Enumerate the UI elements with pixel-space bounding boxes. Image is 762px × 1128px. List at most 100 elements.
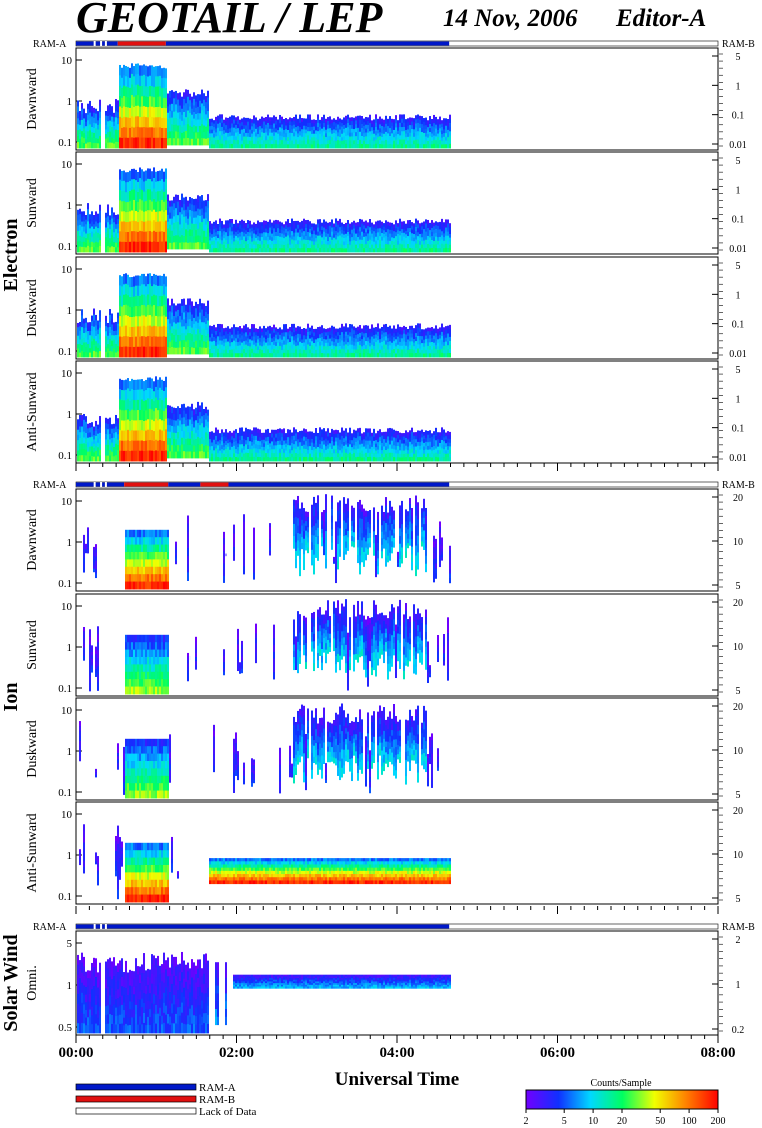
spectrogram-cell [95,123,97,129]
spectrogram-cell [117,219,119,225]
y-tick-label: 10 [61,264,73,276]
spectrogram-cell [211,241,213,246]
spectrogram-cell [347,118,349,124]
spectrogram-cell [245,324,247,329]
spectrogram-cell [369,353,371,358]
spectrogram-cell [423,118,425,123]
spectrogram-cell [251,140,253,145]
spectrogram-cell [419,135,421,141]
spectrogram-cell [421,139,423,145]
spectrogram-cell [151,171,153,182]
spectrogram-cell [121,306,123,318]
spectrogram-cell [257,248,259,253]
spectrogram-cell [139,167,141,179]
spectrogram-cell [339,129,341,134]
spectrogram-cell [199,242,201,250]
spectrogram-cell [295,334,297,340]
spectrogram-cell [95,108,97,115]
spectrogram-cell [135,74,137,86]
spectrogram-cell [233,348,235,354]
spectrogram-cell [329,334,331,340]
spectrogram-cell [181,114,183,122]
spectrogram-cell [411,222,413,227]
spectrogram-cell [95,226,97,233]
spectrogram-cell [145,201,147,212]
spectrogram-cell [437,225,439,231]
spectrogram-cell [145,400,147,411]
spectrogram-cell [367,233,369,238]
spectrogram-cell [333,353,335,358]
spectrogram-cell [409,353,411,358]
spectrogram-cell [89,427,91,433]
spectrogram-cell [197,222,199,230]
spectrogram-cell [233,234,235,239]
spectrogram-cell [365,236,367,241]
spectrogram-cell [115,352,117,358]
spectrogram-cell [203,242,205,250]
spectrogram-cell [203,119,205,127]
spectrogram-cell [83,347,85,353]
spectrogram-cell [381,221,383,226]
spectrogram-cell [259,330,261,335]
spectrogram-cell [241,125,243,131]
spectrogram-cell [133,410,135,421]
spectrogram-cell [355,128,357,133]
spectrogram-cell [129,107,131,119]
spectrogram-cell [379,335,381,340]
spectrogram-cell [169,412,171,420]
spectrogram-cell [407,335,409,340]
spectrogram-cell [247,220,249,225]
spectrogram-cell [217,115,219,121]
spectrogram-cell [423,133,425,138]
spectrogram-cell [299,353,301,358]
spectrogram-cell [217,352,219,358]
spectrogram-cell [109,309,111,316]
spectrogram-cell [305,346,307,351]
spectrogram-cell [235,136,237,141]
spectrogram-cell [289,117,291,122]
spectrogram-cell [189,132,191,140]
spectrogram-cell [235,235,237,241]
spectrogram-cell [119,106,121,118]
spectrogram-cell [219,231,221,236]
spectrogram-cell [213,340,215,346]
spectrogram-cell [401,225,403,230]
spectrogram-cell [175,111,177,119]
spectrogram-cell [385,244,387,249]
spectrogram-cell [445,239,447,245]
spectrogram-cell [145,241,147,253]
spectrogram-cell [123,420,125,432]
spectrogram-cell [219,218,221,224]
spectrogram-cell [359,119,361,125]
spectrogram-cell [85,238,87,244]
spectrogram-cell [155,231,157,243]
spectrogram-cell [333,140,335,145]
spectrogram-cell [403,232,405,238]
spectrogram-cell [449,244,451,249]
spectrogram-cell [175,221,177,230]
spectrogram-cell [263,236,265,241]
spectrogram-cell [87,221,89,229]
spectrogram-cell [99,427,101,434]
spectrogram-cell [179,118,181,126]
spectrogram-cell [109,417,111,424]
spectrogram-cell [361,223,363,229]
spectrogram-cell [401,232,403,238]
spectrogram-cell [167,319,169,327]
spectrogram-cell [181,347,183,355]
spectrogram-cell [133,179,135,191]
spectrogram-cell [195,198,197,206]
spectrogram-cell [115,343,117,349]
spectrogram-cell [99,234,101,241]
spectrogram-cell [441,235,443,241]
spectrogram-cell [95,420,97,427]
spectrogram-cell [317,114,319,120]
spectrogram-cell [375,118,377,124]
spectrogram-cell [357,131,359,137]
spectrogram-cell [79,115,81,121]
spectrogram-cell [301,220,303,226]
spectrogram-cell [195,301,197,309]
spectrogram-cell [235,239,237,245]
spectrogram-cell [177,406,179,414]
spectrogram-cell [385,131,387,137]
